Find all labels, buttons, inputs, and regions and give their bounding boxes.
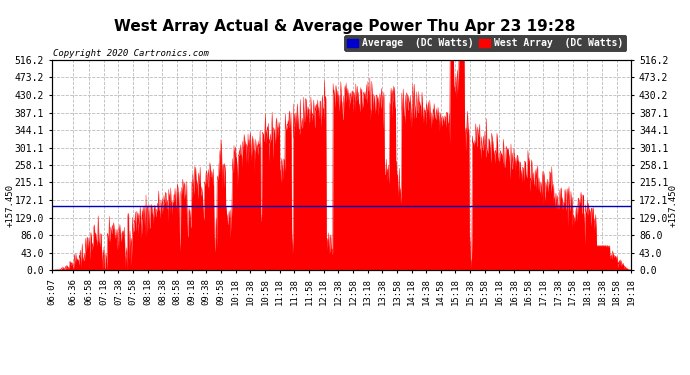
Text: West Array Actual & Average Power Thu Apr 23 19:28: West Array Actual & Average Power Thu Ap… bbox=[115, 19, 575, 34]
Text: Copyright 2020 Cartronics.com: Copyright 2020 Cartronics.com bbox=[53, 49, 209, 58]
Text: +157.450: +157.450 bbox=[669, 184, 678, 228]
Text: +157.450: +157.450 bbox=[6, 184, 14, 228]
Legend: Average  (DC Watts), West Array  (DC Watts): Average (DC Watts), West Array (DC Watts… bbox=[344, 36, 627, 51]
